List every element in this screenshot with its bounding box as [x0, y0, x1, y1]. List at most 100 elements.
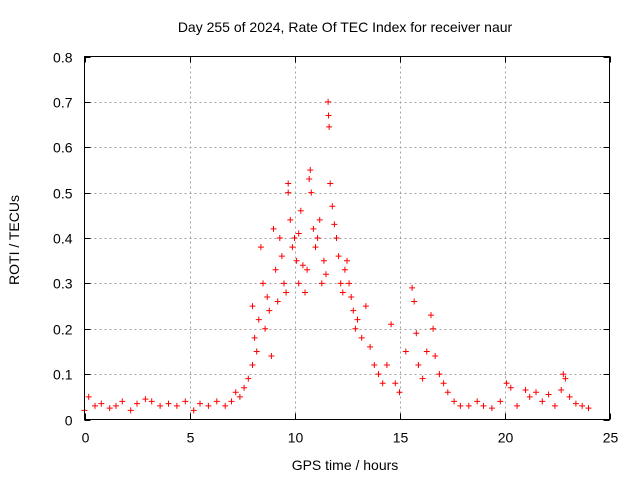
data-point — [323, 271, 329, 278]
data-point — [335, 253, 342, 260]
data-point — [572, 400, 579, 407]
data-point — [379, 380, 386, 387]
data-point — [85, 393, 92, 400]
y-tick-label: 0.6 — [53, 140, 73, 156]
data-point — [428, 312, 434, 319]
data-point — [497, 398, 504, 405]
data-point — [251, 334, 258, 341]
data-point — [289, 244, 296, 251]
data-point — [264, 293, 271, 300]
y-tick-label: 0.3 — [53, 276, 73, 292]
data-point — [291, 235, 298, 241]
data-point — [245, 375, 252, 382]
data-point — [551, 402, 558, 409]
y-axis-title: ROTI / TECUs — [6, 195, 22, 285]
data-point — [142, 396, 149, 403]
data-point — [457, 402, 464, 409]
data-point — [585, 405, 592, 412]
data-point — [98, 400, 105, 407]
data-point — [396, 389, 403, 396]
data-point — [465, 402, 472, 409]
data-point — [514, 402, 521, 409]
data-point — [232, 389, 239, 396]
data-point — [411, 298, 418, 305]
data-point — [310, 225, 317, 232]
data-point — [302, 289, 308, 296]
data-point — [270, 225, 277, 232]
data-point — [241, 384, 248, 391]
data-point — [134, 400, 140, 407]
data-point — [257, 244, 264, 251]
data-point — [266, 307, 273, 314]
data-point — [566, 393, 573, 400]
data-point — [560, 371, 567, 378]
data-point — [205, 402, 212, 409]
data-point — [314, 235, 321, 241]
data-point — [579, 402, 586, 409]
data-point — [287, 216, 294, 223]
data-point — [444, 389, 451, 396]
y-tick-label: 0.1 — [53, 367, 73, 383]
data-point — [236, 393, 243, 400]
data-point — [352, 325, 359, 332]
data-point — [285, 189, 292, 196]
data-point — [423, 348, 430, 355]
grid-layer — [84, 56, 610, 420]
data-point — [295, 280, 302, 287]
data-point — [392, 380, 399, 387]
x-tick-label: 10 — [288, 430, 304, 446]
x-tick-label: 15 — [393, 430, 409, 446]
data-point — [119, 398, 126, 405]
data-point — [255, 316, 262, 323]
data-point — [306, 176, 313, 183]
data-point — [413, 330, 420, 337]
data-point — [190, 407, 197, 414]
data-point — [558, 387, 565, 394]
data-point — [350, 307, 357, 314]
data-point — [325, 112, 332, 119]
data-point — [348, 293, 355, 300]
data-point — [436, 371, 443, 378]
data-point — [148, 398, 155, 405]
data-point — [295, 230, 302, 237]
data-point — [432, 352, 439, 359]
data-point — [299, 262, 306, 269]
data-point — [312, 244, 319, 251]
data-point — [197, 400, 203, 407]
data-point — [249, 303, 256, 310]
data-point — [415, 362, 422, 369]
data-point — [371, 362, 378, 369]
data-point — [522, 387, 529, 394]
data-series-roti — [81, 98, 592, 414]
y-tick-label: 0.7 — [53, 95, 73, 111]
data-point — [503, 380, 510, 387]
data-point — [539, 398, 546, 405]
y-tick-label: 0.4 — [53, 231, 73, 247]
data-point — [329, 203, 336, 210]
data-point — [272, 266, 279, 273]
y-tick-label: 0.2 — [53, 322, 73, 338]
data-point — [331, 221, 338, 228]
data-point — [297, 207, 304, 214]
data-point — [106, 405, 113, 412]
x-axis-title: GPS time / hours — [292, 457, 399, 473]
data-point — [333, 235, 340, 241]
data-point — [402, 348, 409, 355]
data-point — [316, 216, 323, 223]
data-point — [304, 266, 311, 273]
data-point — [274, 298, 281, 305]
data-point — [507, 384, 514, 391]
data-point — [526, 393, 533, 400]
data-point — [222, 402, 229, 409]
data-point — [533, 389, 539, 396]
data-point — [127, 407, 134, 414]
data-point — [249, 362, 256, 369]
data-point — [253, 348, 260, 355]
chart-title: Day 255 of 2024, Rate Of TEC Index for r… — [178, 19, 513, 35]
data-point — [325, 98, 332, 105]
data-point — [307, 166, 314, 173]
data-point — [157, 402, 164, 409]
x-tick-label: 5 — [187, 430, 195, 446]
data-point — [367, 343, 374, 350]
